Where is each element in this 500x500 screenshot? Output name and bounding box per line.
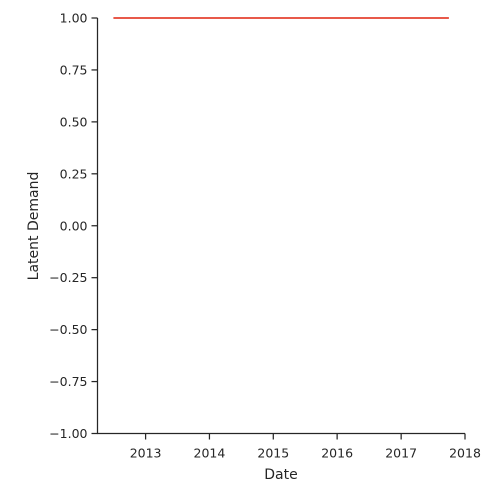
x-tick-label: 2016 [321,446,353,461]
x-axis-title: Date [264,467,297,483]
y-axis: −1.00 −0.75 −0.50 −0.25 0.00 0.25 0.50 0.75 1.00 [49,11,99,441]
y-tick-label: 0.50 [60,114,88,129]
y-tick-label: 1.00 [60,11,88,26]
y-tick-label: −1.00 [49,426,87,441]
y-axis-title: Latent Demand [26,172,42,281]
x-ticks: 2013 2014 2015 2016 2017 2018 [130,433,481,461]
x-tick-label: 2014 [194,446,226,461]
y-tick-label: 0.25 [60,166,88,181]
x-axis: 2013 2014 2015 2016 2017 2018 [97,432,481,461]
y-tick-label: −0.50 [49,322,87,337]
y-tick-label: −0.25 [49,270,87,285]
y-tick-label: −0.75 [49,374,87,389]
x-tick-label: 2017 [385,446,417,461]
x-tick-label: 2013 [130,446,162,461]
x-tick-label: 2015 [257,446,289,461]
x-tick-label: 2018 [449,446,481,461]
y-tick-label: 0.75 [60,62,88,77]
y-tick-label: 0.00 [60,218,88,233]
y-ticks: −1.00 −0.75 −0.50 −0.25 0.00 0.25 0.50 0.75 1.00 [49,11,98,441]
